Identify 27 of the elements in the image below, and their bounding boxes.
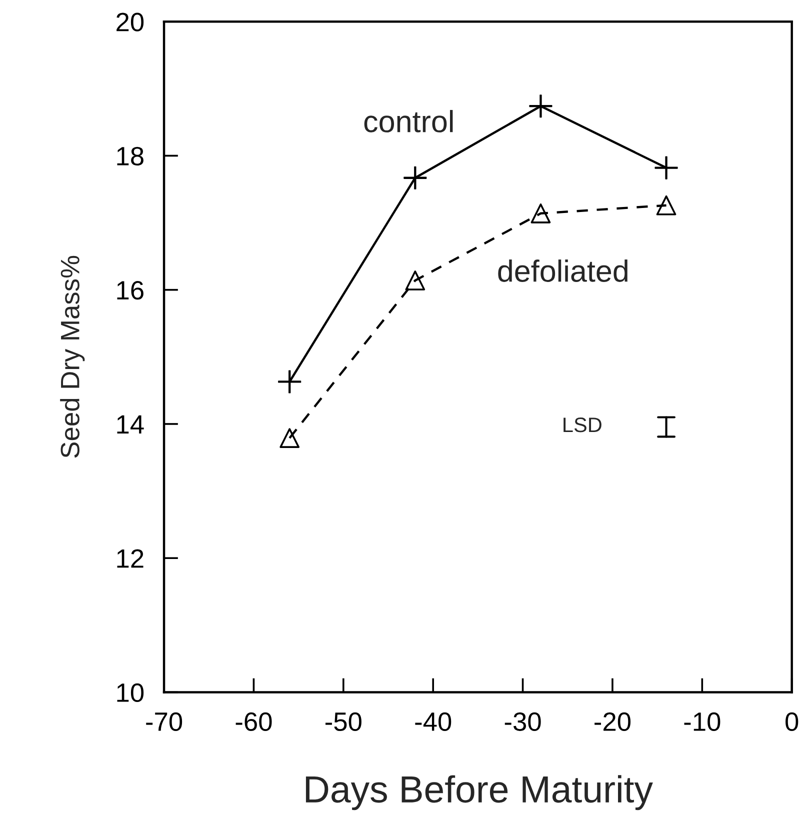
x-tick-label: -30 — [504, 712, 541, 732]
point — [280, 428, 300, 448]
annotation: LSD — [564, 418, 602, 432]
x-tick-label: -10 — [684, 712, 720, 732]
point — [404, 166, 427, 190]
point — [530, 203, 551, 224]
y-tick-label: 12 — [117, 549, 144, 568]
y-axis-title: Seed Dry Mass% — [60, 256, 85, 458]
x-tick-label: -40 — [415, 712, 452, 732]
y-tick-label: 20 — [116, 12, 144, 32]
x-tick-label: -70 — [146, 712, 182, 732]
series-label: control — [364, 110, 453, 132]
point — [405, 270, 426, 290]
x-axis-title: Days Before Maturity — [306, 775, 653, 810]
x-tick-label: -50 — [326, 712, 362, 732]
y-tick-label: 14 — [117, 415, 144, 434]
point — [654, 156, 678, 180]
series-label: defoliated — [498, 260, 628, 282]
y-tick-label: 16 — [117, 280, 144, 300]
x-tick-label: -20 — [594, 712, 631, 732]
x-tick-label: -60 — [236, 712, 272, 732]
x-tick-label: 0 — [786, 712, 798, 732]
y-tick-label: 10 — [117, 683, 144, 702]
point — [278, 370, 302, 394]
y-tick-label: 18 — [117, 146, 144, 166]
point — [529, 94, 552, 118]
point — [656, 195, 676, 216]
